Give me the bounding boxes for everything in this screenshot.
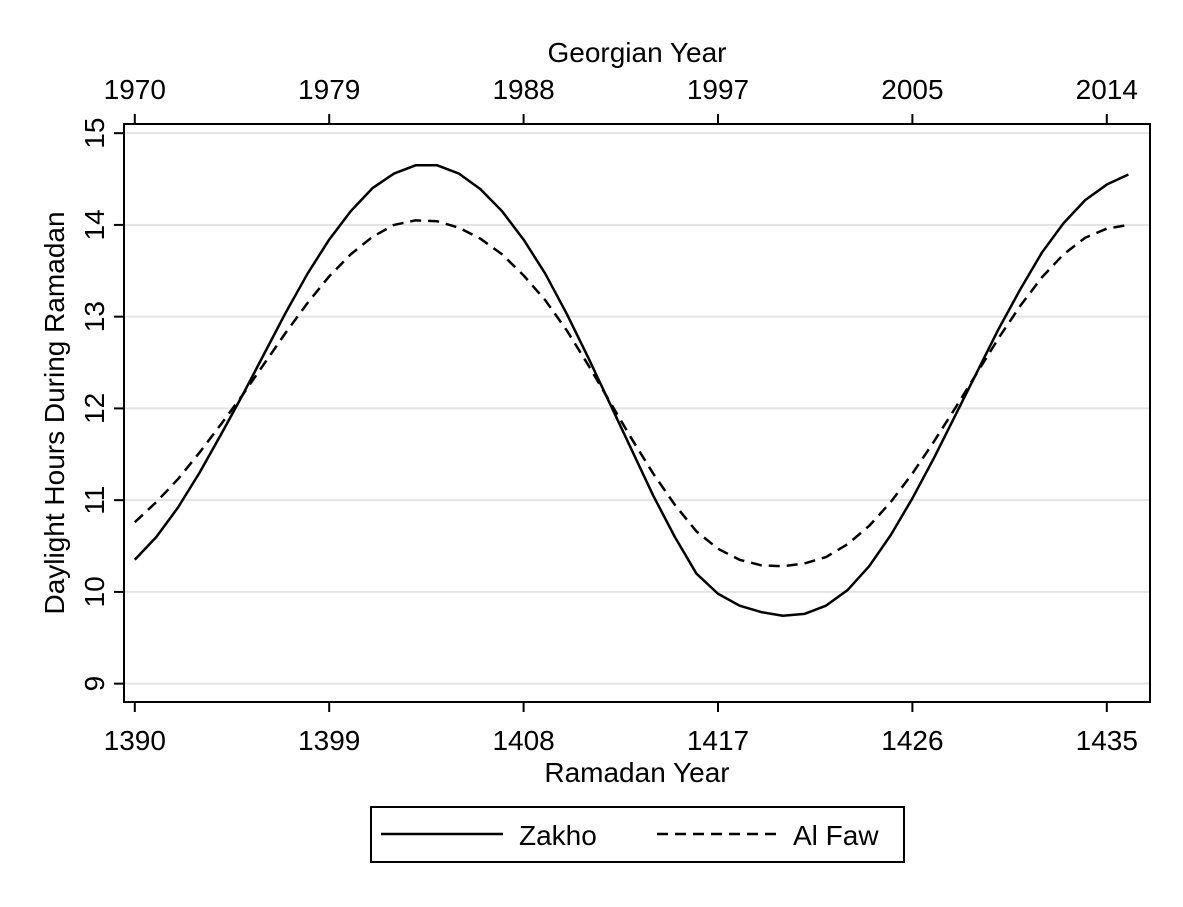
- legend: Zakho Al Faw: [370, 806, 905, 863]
- x-axis-bottom: 1390 1399 1408 1417 1426 1435: [104, 702, 1138, 756]
- y-axis-title: Daylight Hours During Ramadan: [39, 211, 70, 614]
- y-tick-label: 10: [79, 576, 110, 607]
- x2-tick-label: 1988: [492, 74, 554, 105]
- x-axis-top: 1970 1979 1988 1997 2005 2014: [104, 74, 1138, 124]
- y-tick-label: 12: [79, 393, 110, 424]
- x-tick-label: 1390: [104, 725, 166, 756]
- series-line-al-faw: [133, 219, 1129, 568]
- x2-axis-title: Georgian Year: [547, 37, 726, 68]
- y-tick-label: 14: [79, 209, 110, 240]
- x2-tick-label: 2005: [881, 74, 943, 105]
- x-axis-title: Ramadan Year: [544, 757, 729, 788]
- x2-tick-label: 2014: [1076, 74, 1138, 105]
- x-tick-label: 1408: [492, 725, 554, 756]
- x-tick-label: 1399: [298, 725, 360, 756]
- x-tick-label: 1426: [881, 725, 943, 756]
- y-tick-label: 9: [79, 676, 110, 692]
- gridlines: [124, 132, 1150, 685]
- x2-tick-label: 1979: [298, 74, 360, 105]
- x2-tick-label: 1997: [687, 74, 749, 105]
- plot-frame: [123, 123, 1151, 703]
- legend-label-zakho: Zakho: [519, 820, 597, 851]
- y-tick-label: 13: [79, 301, 110, 332]
- y-tick-label: 11: [79, 486, 110, 515]
- x-tick-label: 1435: [1076, 725, 1138, 756]
- series-lines: [133, 164, 1129, 618]
- x-tick-label: 1417: [687, 725, 749, 756]
- series-line-zakho: [133, 164, 1129, 618]
- y-axis: 9 10 11 12 13 14 15: [79, 118, 124, 692]
- x2-tick-label: 1970: [104, 74, 166, 105]
- y-tick-label: 15: [79, 118, 110, 149]
- legend-label-alfaw: Al Faw: [793, 820, 879, 851]
